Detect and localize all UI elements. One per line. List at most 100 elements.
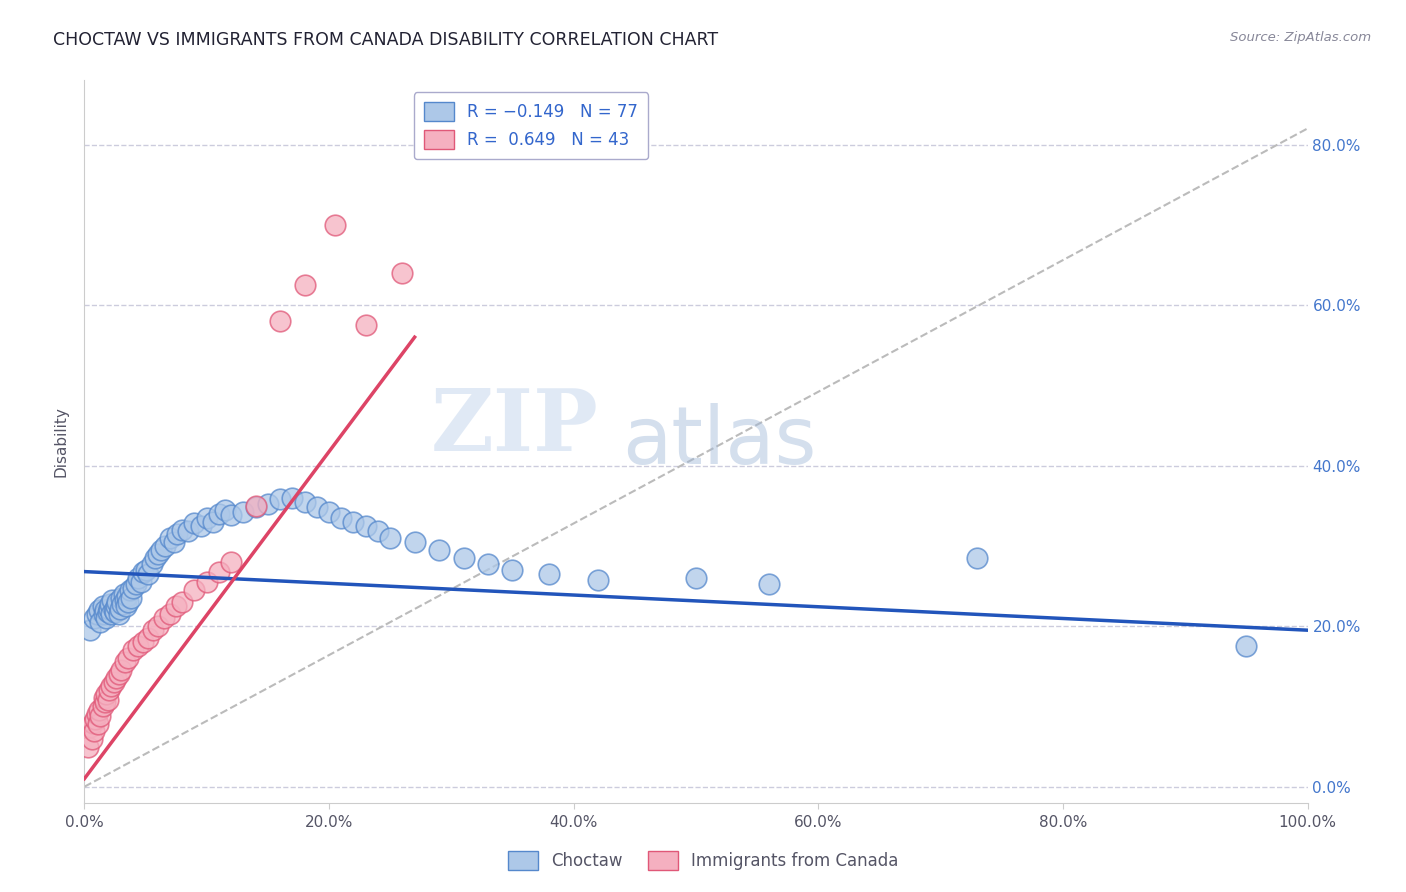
Point (166, 526, 188, 541)
Point (190, 518, 212, 533)
Point (245, 499, 267, 513)
Point (163, 534, 186, 549)
Point (132, 635, 155, 649)
Point (208, 565, 231, 579)
Point (112, 587, 135, 601)
Point (118, 583, 141, 598)
Point (165, 599, 187, 614)
Point (201, 515, 224, 529)
Point (107, 667, 129, 681)
Point (183, 583, 205, 598)
Point (114, 593, 136, 607)
Point (91, 599, 114, 614)
Point (111, 597, 134, 611)
Point (115, 589, 138, 603)
Point (100, 607, 122, 621)
Point (153, 611, 176, 625)
Point (97, 693, 120, 707)
Point (122, 643, 145, 657)
Point (91, 699, 114, 714)
Point (150, 542, 173, 557)
Point (214, 502, 236, 516)
Point (195, 574, 218, 589)
Point (159, 531, 181, 545)
Point (136, 632, 159, 646)
Point (586, 573, 609, 587)
Point (94, 603, 117, 617)
Point (685, 571, 707, 585)
Point (177, 524, 200, 539)
Point (103, 603, 125, 617)
Point (105, 599, 128, 614)
Point (142, 623, 165, 637)
Point (83, 723, 105, 738)
Point (89, 709, 111, 723)
Point (391, 266, 413, 280)
Point (87, 717, 110, 731)
Point (153, 539, 176, 553)
Point (79, 623, 101, 637)
Point (245, 500, 267, 515)
Point (966, 551, 988, 566)
Point (232, 505, 254, 519)
Point (125, 577, 148, 591)
Point (108, 601, 131, 615)
Point (105, 671, 128, 685)
Point (323, 218, 346, 232)
Legend: Choctaw, Immigrants from Canada: Choctaw, Immigrants from Canada (501, 844, 905, 877)
Point (136, 567, 159, 582)
Point (103, 675, 125, 690)
Point (281, 491, 304, 505)
Point (127, 571, 149, 585)
Text: ZIP: ZIP (430, 385, 598, 469)
Point (183, 516, 205, 531)
Point (477, 557, 499, 571)
Point (354, 318, 377, 333)
Point (404, 534, 426, 549)
Point (538, 567, 561, 582)
Point (117, 595, 139, 609)
Point (758, 577, 780, 591)
Point (141, 557, 163, 571)
Point (269, 492, 291, 507)
Point (82, 715, 104, 730)
Point (129, 574, 152, 589)
Text: CHOCTAW VS IMMIGRANTS FROM CANADA DISABILITY CORRELATION CHART: CHOCTAW VS IMMIGRANTS FROM CANADA DISABI… (53, 31, 718, 49)
Point (93, 691, 115, 706)
Point (98, 597, 121, 611)
Point (86, 607, 108, 621)
Point (453, 551, 475, 566)
Point (80, 731, 103, 746)
Point (257, 497, 280, 511)
Point (195, 510, 218, 524)
Point (219, 508, 242, 523)
Point (96, 687, 118, 701)
Point (83, 611, 105, 625)
Point (87, 603, 110, 617)
Point (77, 739, 100, 754)
Point (269, 314, 291, 328)
Point (97, 683, 120, 698)
Point (219, 555, 242, 569)
Point (110, 664, 132, 678)
Point (110, 591, 132, 606)
Point (143, 551, 166, 566)
Text: Source: ZipAtlas.com: Source: ZipAtlas.com (1230, 31, 1371, 45)
Point (380, 531, 402, 545)
Point (97, 601, 120, 615)
Point (367, 524, 389, 539)
Point (208, 507, 231, 521)
Point (100, 680, 122, 694)
Point (107, 607, 129, 621)
Y-axis label: Disability: Disability (53, 406, 69, 477)
Point (93, 607, 115, 621)
Point (122, 581, 145, 595)
Point (120, 591, 142, 606)
Point (135, 563, 157, 577)
Point (342, 515, 364, 529)
Point (87, 703, 110, 717)
Point (172, 523, 194, 537)
Point (172, 595, 194, 609)
Point (294, 494, 316, 508)
Point (79, 719, 101, 733)
